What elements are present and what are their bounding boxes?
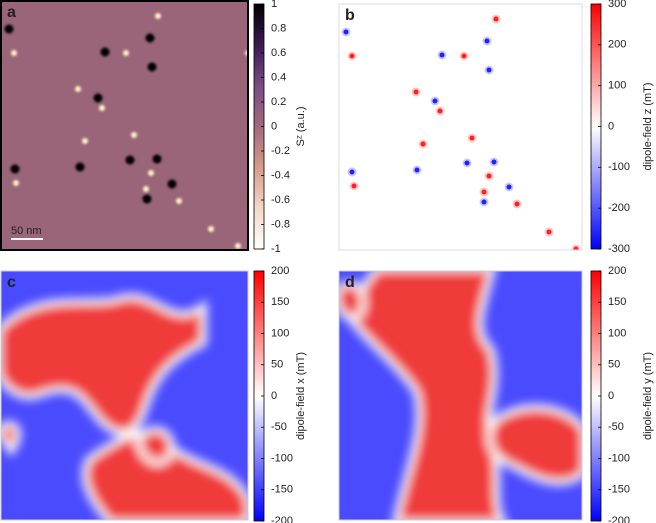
panel-frame (338, 270, 583, 521)
colorbar-tick-label: -200 (608, 515, 630, 523)
colorbar-tick-label: -1 (271, 243, 281, 255)
colorbar-tick-label: 0 (608, 390, 614, 402)
panel-frame (0, 270, 249, 521)
panel-label: a (7, 4, 16, 21)
panel-frame (0, 0, 249, 251)
colorbar-tick-label: -50 (608, 421, 624, 433)
colorbar-tick-label: 300 (608, 0, 626, 10)
panel-label: b (345, 7, 355, 24)
colorbar-tick-label: -100 (608, 452, 630, 464)
colorbar-tick-label: -0.6 (271, 194, 290, 206)
colorbar-tick-label: 200 (608, 265, 626, 277)
panel-frame (338, 3, 583, 251)
colorbar-tick-label: 100 (608, 327, 626, 339)
panel-label: d (345, 274, 355, 291)
scale-bar-label: 50 nm (11, 225, 42, 237)
colorbar-tick-label: 0.2 (271, 96, 286, 108)
heatmap (339, 4, 582, 250)
colorbar-tick-label: 0.6 (271, 47, 286, 59)
colorbar-tick-label: -200 (271, 515, 293, 523)
colorbar-label: Sᶻ (a.u.) (295, 106, 307, 146)
colorbar-tick-label: -150 (271, 484, 293, 496)
colorbar-label: dipole-field x (mT) (295, 352, 307, 440)
colorbar-tick-label: 1 (271, 0, 277, 10)
colorbar-tick-label: 0 (271, 120, 277, 132)
colorbar-tick-label: 100 (271, 327, 289, 339)
colorbar-tick-label: 50 (608, 359, 620, 371)
colorbar-tick-label: 150 (608, 296, 626, 308)
colorbar-tick-label: -0.4 (271, 169, 290, 181)
colorbar-tick-label: 0 (271, 390, 277, 402)
colorbar-tick-label: -200 (608, 202, 630, 214)
colorbar-tick-label: 200 (271, 265, 289, 277)
heatmap (339, 271, 582, 520)
heatmap (1, 1, 248, 250)
heatmap (1, 271, 248, 520)
colorbar-tick-label: 150 (271, 296, 289, 308)
colorbar-tick-label: 50 (271, 359, 283, 371)
colorbar-tick-label: -300 (608, 243, 630, 255)
colorbar-tick-label: 0 (608, 120, 614, 132)
colorbar-tick-label: -100 (608, 161, 630, 173)
colorbar-tick-label: -0.8 (271, 218, 290, 230)
colorbar-tick-label: 0.4 (271, 71, 286, 83)
colorbar-tick-label: 0.8 (271, 22, 286, 34)
colorbar-label: dipole-field z (mT) (642, 82, 654, 170)
colorbar-tick-label: -100 (271, 452, 293, 464)
colorbar-tick-label: -50 (271, 421, 287, 433)
panel-label: c (7, 274, 16, 291)
colorbar-tick-label: 100 (608, 80, 626, 92)
colorbar-tick-label: -150 (608, 484, 630, 496)
colorbar-tick-label: -0.2 (271, 145, 290, 157)
colorbar-tick-label: 200 (608, 39, 626, 51)
colorbar-label: dipole-field y (mT) (642, 352, 654, 440)
